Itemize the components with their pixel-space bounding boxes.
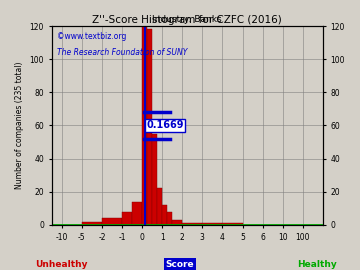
Bar [147, 29, 152, 225]
Text: Healthy: Healthy [297, 260, 337, 269]
Bar [167, 212, 172, 225]
Bar [202, 223, 222, 225]
Text: The Research Foundation of SUNY: The Research Foundation of SUNY [57, 48, 188, 57]
Bar [182, 223, 202, 225]
Bar [157, 188, 162, 225]
Bar [172, 220, 182, 225]
Bar [142, 26, 147, 225]
Title: Z''-Score Histogram for CZFC (2016): Z''-Score Histogram for CZFC (2016) [93, 15, 282, 25]
Text: Industry: Banks: Industry: Banks [153, 15, 222, 24]
Bar [222, 223, 243, 225]
Bar [122, 212, 132, 225]
Text: 0.1669: 0.1669 [147, 120, 184, 130]
Bar [152, 134, 157, 225]
Bar [82, 222, 102, 225]
Bar [102, 218, 122, 225]
Text: Unhealthy: Unhealthy [35, 260, 87, 269]
Text: ©www.textbiz.org: ©www.textbiz.org [57, 32, 126, 41]
Y-axis label: Number of companies (235 total): Number of companies (235 total) [15, 62, 24, 189]
Bar [132, 202, 142, 225]
Text: Score: Score [166, 260, 194, 269]
Bar [162, 205, 167, 225]
